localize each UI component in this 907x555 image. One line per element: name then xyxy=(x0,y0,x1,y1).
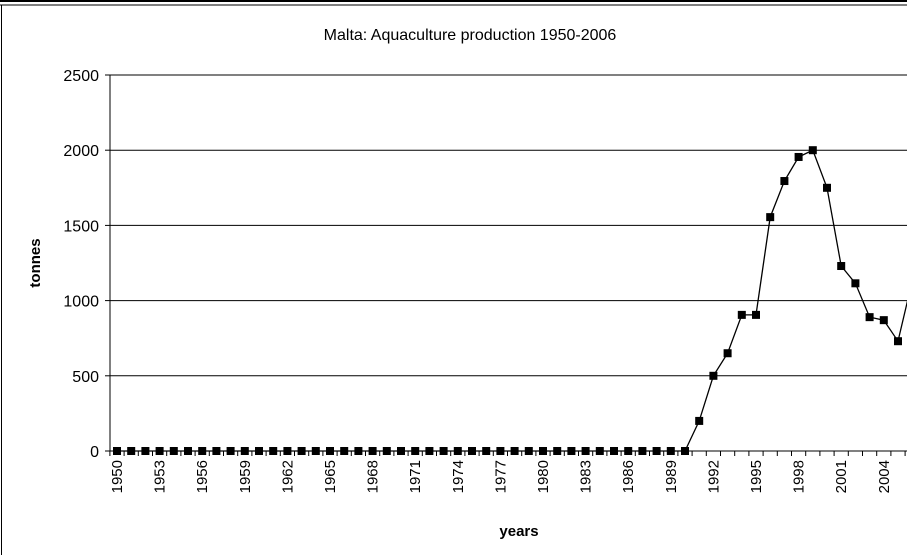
data-point xyxy=(553,447,562,455)
data-point xyxy=(468,447,476,455)
data-point xyxy=(439,447,448,455)
data-point xyxy=(638,447,647,455)
y-tick-label: 0 xyxy=(90,444,99,461)
chart-title: Malta: Aquaculture production 1950-2006 xyxy=(324,27,617,44)
series-group xyxy=(113,146,907,455)
data-point xyxy=(240,447,249,455)
data-point xyxy=(326,447,334,455)
x-tick-label: 1977 xyxy=(492,460,509,493)
x-tick-label: 1959 xyxy=(237,460,254,493)
data-point xyxy=(879,316,888,325)
x-tick-label: 1986 xyxy=(620,460,637,493)
data-point xyxy=(255,447,263,455)
data-point xyxy=(837,262,846,271)
data-point xyxy=(695,416,704,425)
y-tick-label: 1500 xyxy=(63,218,99,235)
data-point xyxy=(368,447,377,455)
data-point xyxy=(283,447,292,455)
x-axis-label: years xyxy=(499,523,538,540)
data-point xyxy=(382,447,391,455)
data-point xyxy=(510,447,519,455)
data-point xyxy=(766,213,775,222)
x-tick-label: 1992 xyxy=(705,460,722,493)
data-point xyxy=(723,349,732,358)
x-tick-label: 1962 xyxy=(279,460,296,493)
data-point xyxy=(524,447,533,455)
data-point xyxy=(851,279,860,288)
data-point xyxy=(624,447,633,455)
data-point xyxy=(865,313,874,322)
data-point xyxy=(340,447,349,455)
data-point xyxy=(652,447,661,455)
data-point xyxy=(311,447,320,455)
data-point xyxy=(567,447,576,455)
data-point xyxy=(198,447,207,455)
x-tick-label: 1956 xyxy=(194,460,211,493)
data-point xyxy=(595,447,604,455)
data-point xyxy=(269,447,278,455)
x-tick-label: 1980 xyxy=(535,460,552,493)
data-point xyxy=(581,447,590,455)
data-point xyxy=(539,447,547,455)
data-point xyxy=(737,310,746,319)
x-tick-label: 2004 xyxy=(876,460,893,493)
y-tick-label: 2000 xyxy=(63,143,99,160)
data-point xyxy=(823,183,831,192)
x-tick-label: 1968 xyxy=(365,460,382,493)
x-tick-label: 1971 xyxy=(407,460,424,493)
data-point xyxy=(354,447,363,455)
x-tick-label: 1995 xyxy=(748,460,765,493)
data-point xyxy=(482,447,491,455)
y-axis-label: tonnes xyxy=(27,238,44,287)
x-tick-label: 1965 xyxy=(322,460,339,493)
data-point xyxy=(666,447,675,455)
x-tick-label: 1974 xyxy=(450,460,467,493)
gridlines xyxy=(110,74,907,377)
data-point xyxy=(681,447,689,455)
data-point xyxy=(141,447,150,455)
data-point xyxy=(184,447,192,455)
x-tick-label: 1998 xyxy=(791,460,808,493)
data-point xyxy=(610,447,618,455)
data-point xyxy=(794,152,803,161)
x-tick-label: 1953 xyxy=(152,460,169,493)
data-point xyxy=(453,447,462,455)
data-point xyxy=(155,447,164,455)
x-tick-label: 1989 xyxy=(663,460,680,493)
y-tick-label: 1000 xyxy=(63,294,99,311)
data-point xyxy=(425,447,434,455)
data-point xyxy=(894,337,902,346)
data-point xyxy=(226,447,235,455)
data-point xyxy=(752,310,760,319)
x-axis-ticks: 1950 1953 1956 1959 1962 1965 1968 1971 1974 1977… xyxy=(109,451,906,493)
data-point xyxy=(127,447,136,455)
data-point xyxy=(397,447,405,455)
data-point xyxy=(411,447,420,455)
y-tick-label: 2500 xyxy=(63,68,99,85)
x-tick-label: 1950 xyxy=(109,460,126,493)
data-point xyxy=(780,177,789,186)
y-tick-label: 500 xyxy=(72,369,99,386)
data-point xyxy=(808,146,817,155)
data-point xyxy=(496,447,505,455)
data-point xyxy=(709,371,718,380)
y-axis-ticks: 0 500 1000 1500 2000 2500 xyxy=(63,68,110,461)
data-point xyxy=(212,447,221,455)
x-tick-label: 2001 xyxy=(833,460,850,493)
data-point xyxy=(169,447,178,455)
x-tick-label: 1983 xyxy=(578,460,595,493)
data-point xyxy=(113,447,121,455)
data-point xyxy=(297,447,306,455)
